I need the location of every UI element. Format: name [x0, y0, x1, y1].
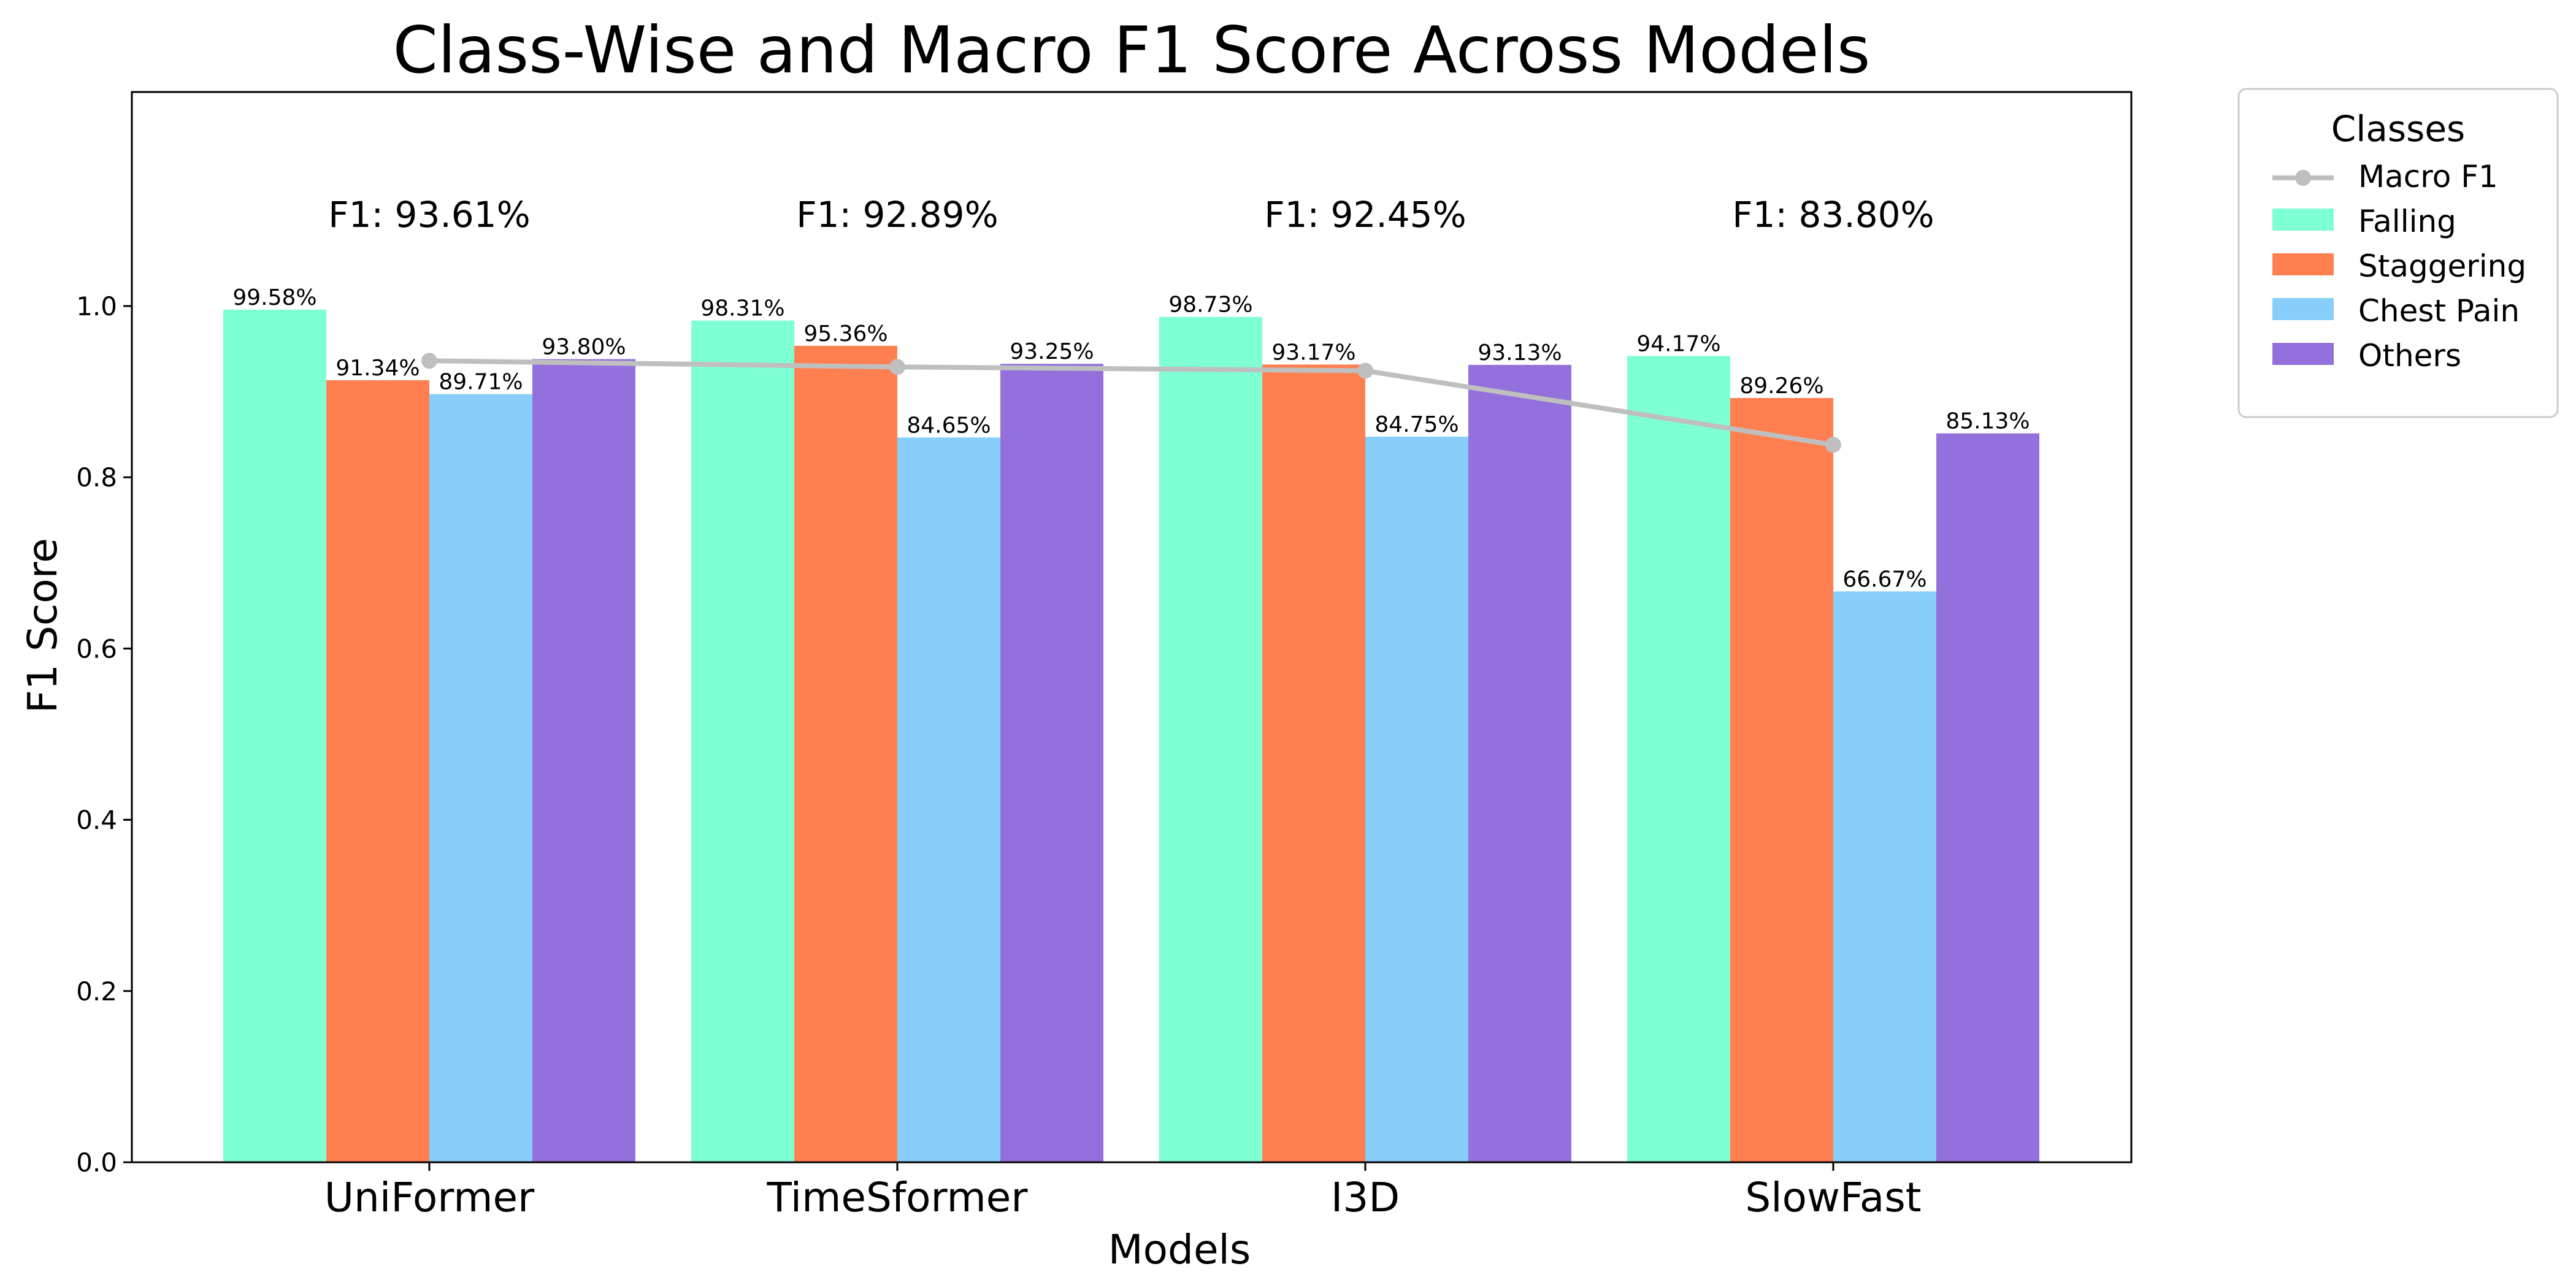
- plot-frame: [131, 91, 2133, 1163]
- macro-f1-point: [421, 353, 437, 369]
- bar-value-label: 84.65%: [907, 413, 991, 438]
- bar-value-label: 93.13%: [1478, 340, 1562, 366]
- y-tick-label: 0.2: [76, 976, 117, 1006]
- bar-staggering: [1262, 364, 1365, 1162]
- y-axis-label: F1 Score: [19, 538, 66, 713]
- bar-staggering: [794, 345, 897, 1162]
- bar-others: [1468, 364, 1571, 1162]
- bar-others: [1000, 364, 1103, 1162]
- legend-box: [2237, 88, 2559, 418]
- bar-staggering: [326, 380, 429, 1163]
- bar-value-label: 93.17%: [1271, 340, 1355, 365]
- legend-label-falling: Falling: [2358, 204, 2456, 239]
- macro-f1-annotation: F1: 93.61%: [328, 194, 530, 236]
- x-category-label: TimeSformer: [766, 1174, 1028, 1221]
- bar-value-label: 91.34%: [335, 356, 420, 381]
- bar-others: [1936, 433, 2039, 1162]
- bar-value-label: 95.36%: [803, 321, 887, 347]
- bar-falling: [1159, 316, 1262, 1162]
- y-tick-label: 1.0: [76, 291, 117, 321]
- legend-swatch-falling: [2272, 209, 2334, 231]
- bar-falling: [1627, 356, 1730, 1163]
- x-category-label: I3D: [1331, 1174, 1400, 1221]
- bar-chest-pain: [1833, 591, 1936, 1162]
- macro-f1-point: [1357, 362, 1373, 379]
- x-axis-label: Models: [1108, 1226, 1251, 1273]
- bar-value-label: 66.67%: [1842, 567, 1926, 592]
- macro-f1-annotation: F1: 92.89%: [796, 194, 998, 236]
- plot-area: 99.58% 98.31% 98.73% 94.17% 91.34% 95.36% 93.1…: [76, 91, 2133, 1221]
- bar-value-label: 98.73%: [1168, 293, 1252, 318]
- legend-label-others: Others: [2358, 338, 2461, 374]
- bar-value-label: 85.13%: [1945, 409, 2030, 434]
- chart-title: Class-Wise and Macro F1 Score Across Mod…: [393, 13, 1871, 88]
- legend-label-chest-pain: Chest Pain: [2358, 293, 2520, 329]
- legend-marker-macro-f1: [2295, 170, 2311, 186]
- y-tick-label: 0.0: [76, 1148, 117, 1178]
- bar-chest-pain: [897, 437, 1000, 1162]
- legend-label-staggering: Staggering: [2358, 248, 2526, 284]
- y-tick-label: 0.8: [76, 462, 117, 493]
- bar-value-label: 94.17%: [1636, 331, 1720, 356]
- legend-label-macro-f1: Macro F1: [2358, 159, 2498, 194]
- legend-title: Classes: [2331, 108, 2466, 150]
- bar-chest-pain: [429, 394, 532, 1162]
- macro-f1-line: [429, 358, 1834, 448]
- bar-falling: [223, 309, 326, 1163]
- bar-value-label: 89.71%: [439, 370, 523, 395]
- bar-value-label: 84.75%: [1374, 412, 1459, 437]
- legend-swatch-chest-pain: [2272, 298, 2334, 320]
- bar-value-label: 98.31%: [700, 296, 784, 321]
- legend-swatch-staggering: [2272, 253, 2334, 275]
- bar-falling: [691, 320, 794, 1162]
- macro-f1-annotation: F1: 92.45%: [1264, 194, 1466, 236]
- bar-others: [532, 359, 635, 1162]
- bar-value-label: 93.80%: [542, 335, 626, 360]
- bar-value-label: 93.25%: [1010, 339, 1094, 364]
- macro-f1-point: [889, 359, 905, 375]
- macro-f1-point: [1825, 437, 1841, 453]
- y-tick-label: 0.6: [76, 634, 117, 664]
- macro-f1-annotation: F1: 83.80%: [1732, 194, 1934, 236]
- bar-chest-pain: [1365, 436, 1468, 1162]
- x-category-label: UniFormer: [324, 1174, 535, 1221]
- bar-value-label: 99.58%: [232, 285, 316, 310]
- legend-swatch-others: [2272, 343, 2334, 365]
- legend: Classes Macro F1 Falling Staggering Chest Pa…: [2237, 88, 2559, 418]
- bar-value-label: 89.26%: [1739, 374, 1823, 399]
- y-tick-label: 0.4: [76, 805, 117, 835]
- bar-staggering: [1730, 397, 1833, 1162]
- x-category-label: SlowFast: [1745, 1174, 1921, 1221]
